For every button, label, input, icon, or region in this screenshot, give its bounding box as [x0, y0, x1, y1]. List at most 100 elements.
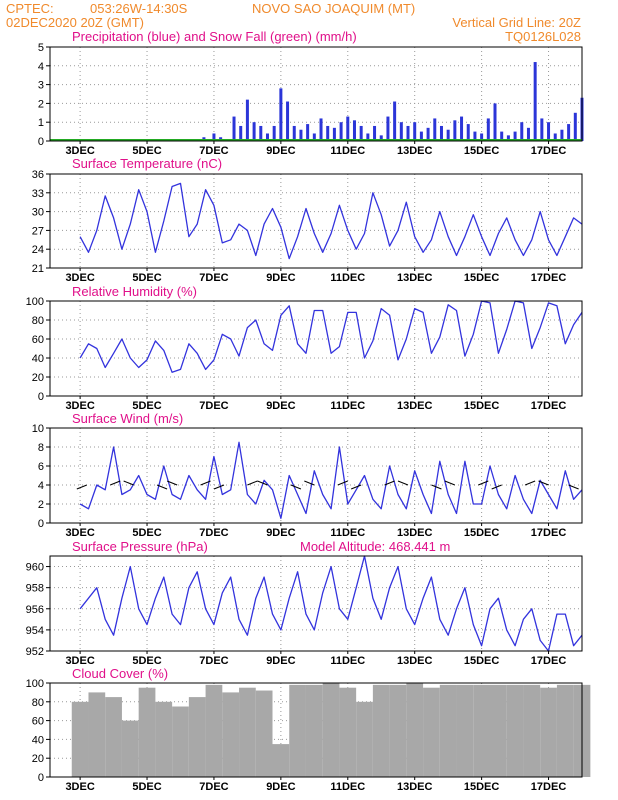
panel-frame [49, 46, 583, 142]
y-tick-label: 60 [32, 716, 44, 728]
y-tick-label: 4 [38, 61, 44, 73]
precip-bar [252, 122, 256, 141]
x-tick-label: 3DEC [65, 400, 94, 412]
cloud-bar [473, 684, 490, 777]
x-tick-label: 11DEC [330, 781, 365, 793]
x-tick-label: 5DEC [132, 145, 161, 157]
precip-bar [513, 131, 517, 141]
cloud-bar [272, 744, 290, 777]
precip-bar [567, 124, 571, 141]
precip-bar [279, 88, 283, 141]
precip-bar [379, 135, 383, 141]
wind-panel: Surface Wind (m/s) 0 2 4 6 8 10 3DEC 5DEC 7DEC 9D… [32, 411, 583, 539]
wind-title: Surface Wind (m/s) [72, 411, 183, 426]
x-tick-label: 17DEC [531, 145, 567, 157]
cloud-bar [205, 684, 223, 777]
precip-bar [486, 118, 490, 141]
precip-bar [466, 124, 470, 141]
x-tick-label: 5DEC [132, 655, 161, 667]
precip-bar [359, 125, 363, 141]
x-tick-label: 7DEC [199, 400, 228, 412]
x-tick-label: 7DEC [199, 145, 228, 157]
header-coords: 053:26W-14:30S [90, 1, 188, 16]
precip-bar [366, 133, 370, 141]
wind-arrow [200, 480, 211, 486]
cloud-bar [540, 687, 557, 777]
wind-arrow [524, 480, 536, 486]
wind-arrow [247, 480, 258, 486]
precip-bar [533, 62, 537, 141]
x-tick-label: 3DEC [65, 272, 94, 284]
y-tick-label: 36 [32, 169, 44, 181]
precip-bar [212, 133, 216, 141]
precipitation-title: Precipitation (blue) and Snow Fall (gree… [72, 29, 357, 44]
wind-arrow [431, 484, 442, 490]
y-tick-label: 60 [32, 334, 44, 346]
model-altitude: Model Altitude: 468.441 m [300, 539, 450, 554]
cloud-bar [172, 706, 189, 777]
x-tick-label: 3DEC [65, 781, 94, 793]
x-tick-label: 13DEC [397, 145, 433, 157]
y-tick-label: 21 [32, 263, 44, 275]
precip-bar [312, 133, 316, 141]
y-tick-label: 40 [32, 353, 44, 365]
x-tick-label: 15DEC [464, 400, 500, 412]
precip-bar [547, 122, 551, 141]
x-tick-label: 13DEC [397, 655, 433, 667]
panel-frame [49, 427, 583, 524]
cloud-bar [523, 684, 541, 777]
precip-bar [245, 99, 249, 141]
precip-bar [265, 133, 269, 141]
panel-frame [49, 682, 583, 778]
x-tick-label: 13DEC [397, 272, 433, 284]
precip-bar [352, 120, 356, 141]
x-tick-label: 11DEC [330, 145, 365, 157]
x-tick-label: 13DEC [397, 400, 433, 412]
x-tick-label: 9DEC [266, 145, 295, 157]
series-line [79, 300, 583, 373]
x-tick-label: 11DEC [330, 527, 365, 539]
panel-frame [49, 173, 583, 269]
precip-bar [306, 124, 310, 141]
cloud-bar [356, 701, 373, 777]
cloud-bar [121, 720, 139, 777]
precip-bar [480, 133, 484, 141]
precip-bar [540, 118, 544, 141]
precip-bar [560, 129, 564, 141]
precip-bar [339, 122, 343, 141]
cloud-bar [339, 687, 357, 777]
precip-bar [286, 101, 290, 141]
precip-bar [292, 125, 296, 141]
precip-bar [553, 133, 557, 141]
y-tick-label: 5 [38, 42, 44, 54]
x-tick-label: 9DEC [266, 400, 295, 412]
temperature-panel: Surface Temperature (nC) 21 24 27 30 33 36 3DE… [32, 156, 583, 284]
cloud-bar [506, 684, 524, 777]
humidity-panel: Relative Humidity (%) 0 20 40 60 80 100 3DEC 5D… [26, 284, 583, 412]
x-tick-label: 5DEC [132, 400, 161, 412]
wind-arrow [304, 480, 315, 486]
precip-bar [299, 129, 303, 141]
temperature-title: Surface Temperature (nC) [72, 156, 222, 171]
x-tick-label: 13DEC [397, 527, 433, 539]
cloud-bar [556, 684, 574, 777]
precip-bar [406, 125, 410, 141]
x-tick-label: 15DEC [464, 145, 500, 157]
y-tick-label: 30 [32, 207, 44, 219]
y-tick-label: 27 [32, 225, 44, 237]
precip-bar [272, 125, 276, 141]
panel-frame [49, 300, 583, 397]
wind-arrow [213, 484, 225, 490]
precip-bar [493, 103, 497, 141]
y-tick-label: 1 [38, 117, 44, 129]
cloud-title: Cloud Cover (%) [72, 666, 168, 681]
x-tick-label: 7DEC [199, 781, 228, 793]
wind-arrow [166, 480, 178, 486]
x-tick-label: 3DEC [65, 527, 94, 539]
precip-bar [446, 129, 450, 141]
header-grid-note: Vertical Grid Line: 20Z [452, 15, 581, 30]
precip-bar [232, 116, 236, 141]
precip-bar [506, 135, 510, 141]
cloud-bar [71, 701, 89, 777]
precip-bar [259, 125, 263, 141]
